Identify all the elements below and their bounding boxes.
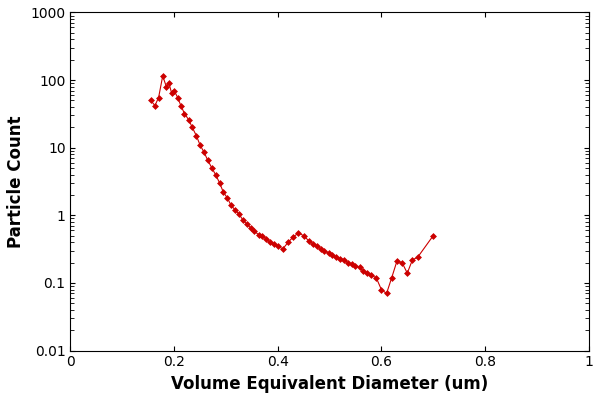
X-axis label: Volume Equivalent Diameter (um): Volume Equivalent Diameter (um): [171, 375, 488, 393]
Y-axis label: Particle Count: Particle Count: [7, 115, 25, 248]
